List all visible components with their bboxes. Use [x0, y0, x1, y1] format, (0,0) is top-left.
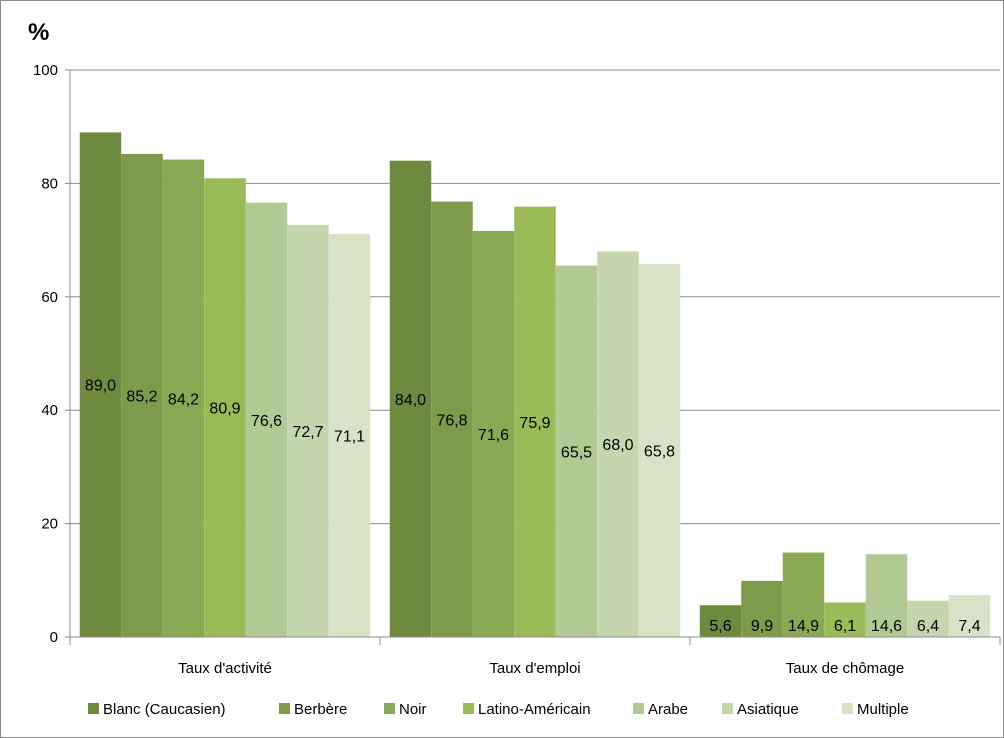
- y-axis-ticks: 0 20 40 60 80 100: [33, 62, 70, 646]
- bar: [907, 600, 949, 637]
- data-labels: 89,0 85,2 84,2 80,9 76,6 72,7 71,1 84,0 76,8 71,6…: [85, 378, 981, 635]
- legend-swatch: [384, 703, 395, 714]
- legend-label: Berbère: [294, 701, 347, 718]
- data-label: 9,9: [751, 618, 773, 635]
- data-label: 65,8: [644, 443, 675, 460]
- category-label: Taux d'activité: [178, 660, 272, 677]
- legend-swatch: [633, 703, 644, 714]
- data-label: 71,1: [334, 428, 365, 445]
- legend-label: Multiple: [857, 701, 909, 718]
- data-label: 71,6: [478, 427, 509, 444]
- data-label: 65,5: [561, 444, 592, 461]
- bar: [389, 160, 432, 637]
- bar: [699, 605, 742, 637]
- data-label: 80,9: [209, 401, 240, 418]
- bar: [741, 580, 783, 637]
- axes: [69, 70, 1001, 645]
- legend-swatch: [463, 703, 474, 714]
- legend-swatch: [842, 703, 853, 714]
- bars: [79, 132, 991, 638]
- bar: [204, 178, 246, 637]
- data-label: 76,6: [251, 413, 282, 430]
- bar: [245, 202, 288, 638]
- data-label: 89,0: [85, 378, 116, 395]
- bar: [948, 595, 991, 637]
- legend-label: Noir: [399, 701, 427, 718]
- legend: Blanc (Caucasien) Berbère Noir Latino-Améri…: [88, 701, 909, 718]
- legend-swatch: [722, 703, 733, 714]
- legend-swatch: [279, 703, 290, 714]
- data-label: 75,9: [519, 415, 550, 432]
- bar: [162, 159, 205, 637]
- legend-label: Asiatique: [737, 701, 799, 718]
- bar: [597, 251, 639, 637]
- category-label: Taux d'emploi: [489, 660, 580, 677]
- y-tick-label: 0: [50, 629, 58, 646]
- category-labels: Taux d'activité Taux d'emploi Taux de chôm…: [178, 660, 904, 677]
- bar: [824, 602, 866, 637]
- bar: [431, 201, 473, 637]
- data-label: 6,4: [917, 618, 939, 635]
- data-label: 14,9: [788, 618, 819, 635]
- bar: [328, 233, 371, 637]
- bar: [121, 153, 163, 637]
- bar: [865, 554, 908, 637]
- legend-label: Latino-Américain: [478, 701, 591, 718]
- data-label: 84,0: [395, 392, 426, 409]
- y-tick-label: 80: [41, 175, 58, 192]
- data-label: 72,7: [292, 424, 323, 441]
- data-label: 6,1: [834, 618, 856, 635]
- data-label: 84,2: [168, 391, 199, 408]
- legend-label: Arabe: [648, 701, 688, 718]
- bar: [472, 231, 515, 637]
- y-axis-unit-label: %: [28, 19, 49, 46]
- data-label: 76,8: [436, 412, 467, 429]
- legend-swatch: [88, 703, 99, 714]
- bar: [555, 265, 598, 637]
- y-tick-label: 40: [41, 402, 58, 419]
- category-label: Taux de chômage: [786, 660, 904, 677]
- y-tick-label: 60: [41, 289, 58, 306]
- data-label: 14,6: [871, 618, 902, 635]
- y-tick-label: 100: [33, 62, 58, 79]
- bar: [514, 206, 556, 637]
- data-label: 85,2: [126, 388, 157, 405]
- data-label: 68,0: [602, 437, 633, 454]
- legend-label: Blanc (Caucasien): [103, 701, 226, 718]
- bar: [782, 552, 825, 637]
- data-label: 5,6: [709, 618, 731, 635]
- y-tick-label: 20: [41, 516, 58, 533]
- data-label: 7,4: [958, 618, 980, 635]
- bar: [287, 224, 329, 637]
- bar: [79, 132, 122, 637]
- bar: [638, 263, 681, 637]
